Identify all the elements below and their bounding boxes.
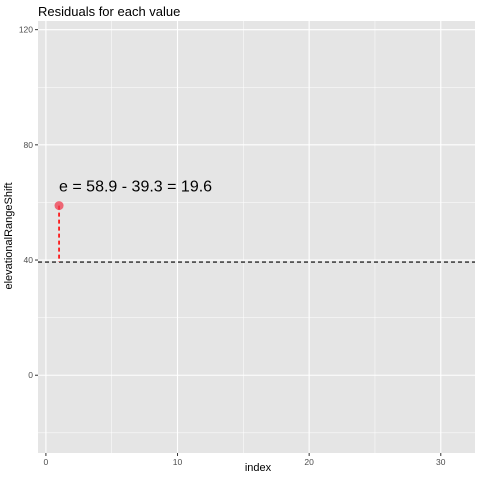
y-tick-label: 120 bbox=[19, 25, 33, 35]
plot-panel bbox=[38, 21, 475, 453]
residual-annotation: e = 58.9 - 39.3 = 19.6 bbox=[59, 179, 212, 196]
y-tick-label: 0 bbox=[28, 370, 33, 380]
x-tick-label: 10 bbox=[173, 457, 183, 467]
major-grid bbox=[38, 21, 475, 453]
x-axis: 0 10 20 30 bbox=[44, 453, 446, 467]
x-tick-label: 0 bbox=[44, 457, 49, 467]
y-tick-label: 40 bbox=[24, 255, 34, 265]
minor-grid bbox=[38, 21, 475, 453]
x-tick-label: 30 bbox=[436, 457, 446, 467]
x-axis-title: index bbox=[245, 462, 272, 474]
chart-marks: e = 58.9 - 39.3 = 19.6 bbox=[38, 179, 475, 263]
chart-title: Residuals for each value bbox=[38, 4, 180, 19]
y-axis-title: elevationalRangeShift bbox=[3, 182, 15, 289]
data-point bbox=[54, 201, 64, 211]
y-axis: 0 40 80 120 bbox=[19, 25, 38, 380]
y-tick-label: 80 bbox=[24, 140, 34, 150]
x-tick-label: 20 bbox=[304, 457, 314, 467]
